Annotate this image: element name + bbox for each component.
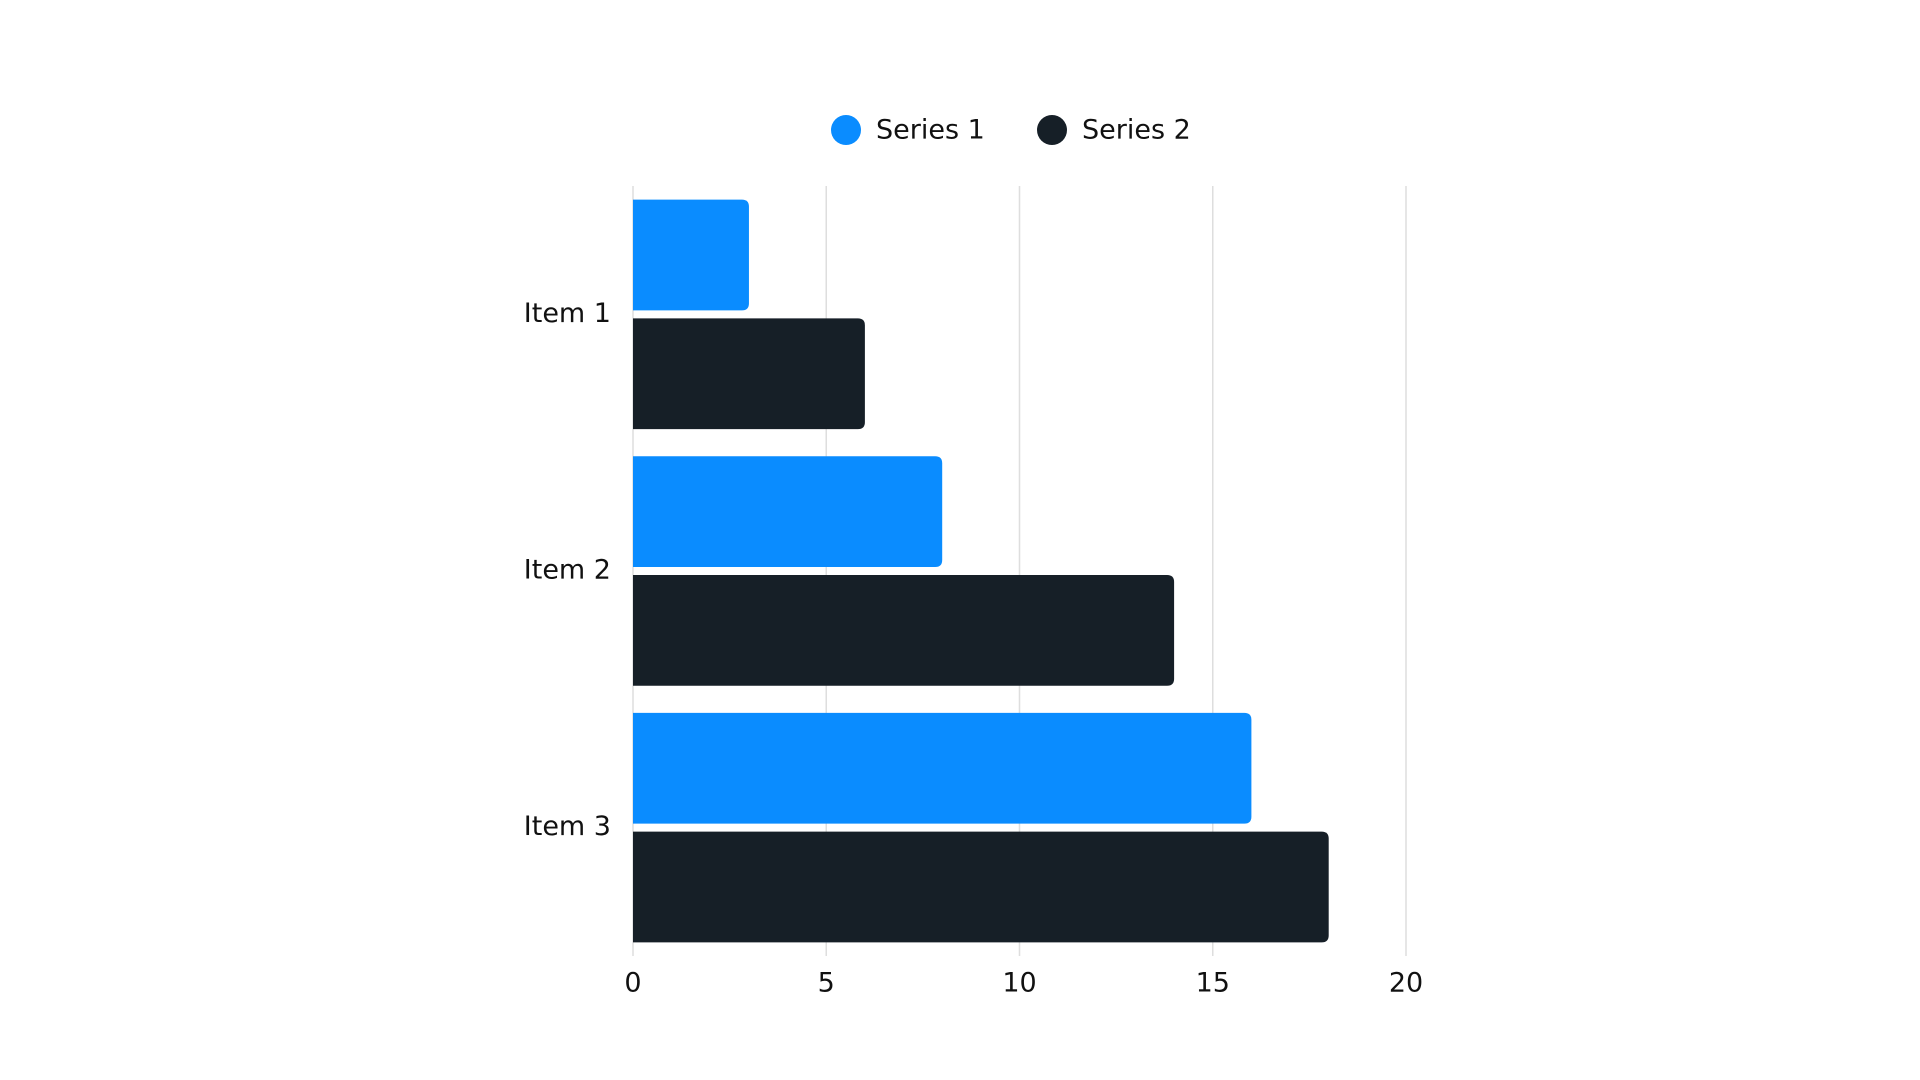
bar (633, 831, 1329, 943)
bar (633, 712, 1252, 824)
x-tick-label: 5 (818, 968, 835, 999)
x-tick-label: 20 (1389, 968, 1423, 999)
bar (633, 199, 749, 311)
legend-marker (831, 115, 861, 145)
y-tick-label: Item 1 (524, 298, 611, 329)
bar (633, 575, 1175, 686)
x-tick-label: 15 (1196, 968, 1230, 999)
bar (633, 318, 865, 430)
legend-label: Series 1 (876, 115, 985, 146)
y-tick-label: Item 3 (524, 811, 611, 842)
legend-label: Series 2 (1082, 115, 1191, 146)
bar (633, 456, 943, 567)
x-tick-label: 10 (1002, 968, 1036, 999)
x-tick-label: 0 (624, 968, 641, 999)
legend-marker (1037, 115, 1067, 145)
y-tick-label: Item 2 (524, 555, 611, 586)
